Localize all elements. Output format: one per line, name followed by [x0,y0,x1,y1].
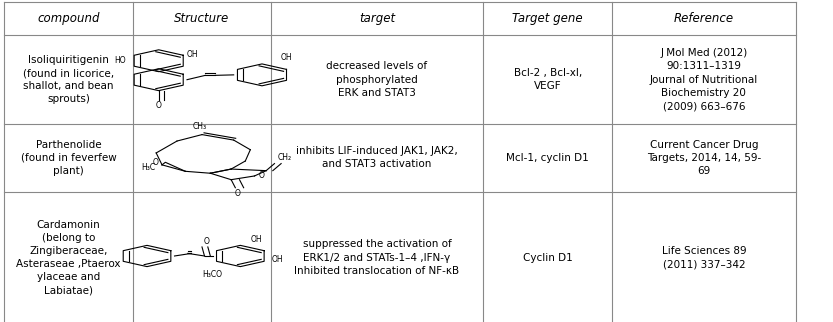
Text: J Mol Med (2012)
90:1311–1319
Journal of Nutritional
Biochemistry 20
(2009) 663–: J Mol Med (2012) 90:1311–1319 Journal of… [650,48,758,111]
Text: CH₂: CH₂ [277,153,292,162]
Text: Cyclin D1: Cyclin D1 [523,252,572,263]
Text: Current Cancer Drug
Targets, 2014, 14, 59-
69: Current Cancer Drug Targets, 2014, 14, 5… [646,139,761,176]
Text: O: O [258,172,265,180]
Text: Parthenolide
(found in feverfew
plant): Parthenolide (found in feverfew plant) [21,139,117,176]
Text: H₃CO: H₃CO [202,270,222,279]
Text: O: O [235,189,241,198]
Text: inhibits LIF-induced JAK1, JAK2,
and STAT3 activation: inhibits LIF-induced JAK1, JAK2, and STA… [296,146,458,169]
Text: O: O [156,101,162,110]
Text: O: O [203,237,209,246]
Text: H₃C: H₃C [142,163,155,172]
Text: suppressed the activation of
ERK1/2 and STATs-1–4 ,IFN-γ
Inhibited translocation: suppressed the activation of ERK1/2 and … [294,239,460,276]
Text: OH: OH [250,235,262,244]
Text: OH: OH [187,50,198,59]
Text: HO: HO [115,56,127,65]
Text: Isoliquiritigenin
(found in licorice,
shallot, and bean
sprouts): Isoliquiritigenin (found in licorice, sh… [23,55,114,105]
Text: Reference: Reference [674,12,734,25]
Text: Mcl-1, cyclin D1: Mcl-1, cyclin D1 [506,153,589,163]
Text: decreased levels of
phosphorylated
ERK and STAT3: decreased levels of phosphorylated ERK a… [327,62,427,98]
Text: target: target [359,12,395,25]
Text: Cardamonin
(belong to
Zingiberaceae,
Asteraseae ,Ptaerox
ylaceae and
Labiatae): Cardamonin (belong to Zingiberaceae, Ast… [17,220,121,296]
Text: Life Sciences 89
(2011) 337–342: Life Sciences 89 (2011) 337–342 [661,246,746,269]
Text: compound: compound [37,12,100,25]
Text: OH: OH [280,53,292,62]
Text: O: O [152,158,158,167]
Text: Structure: Structure [174,12,230,25]
Text: OH: OH [272,255,282,264]
Text: Bcl-2 , Bcl-xl,
VEGF: Bcl-2 , Bcl-xl, VEGF [514,68,581,91]
Text: CH₃: CH₃ [192,122,207,131]
Text: Target gene: Target gene [512,12,583,25]
